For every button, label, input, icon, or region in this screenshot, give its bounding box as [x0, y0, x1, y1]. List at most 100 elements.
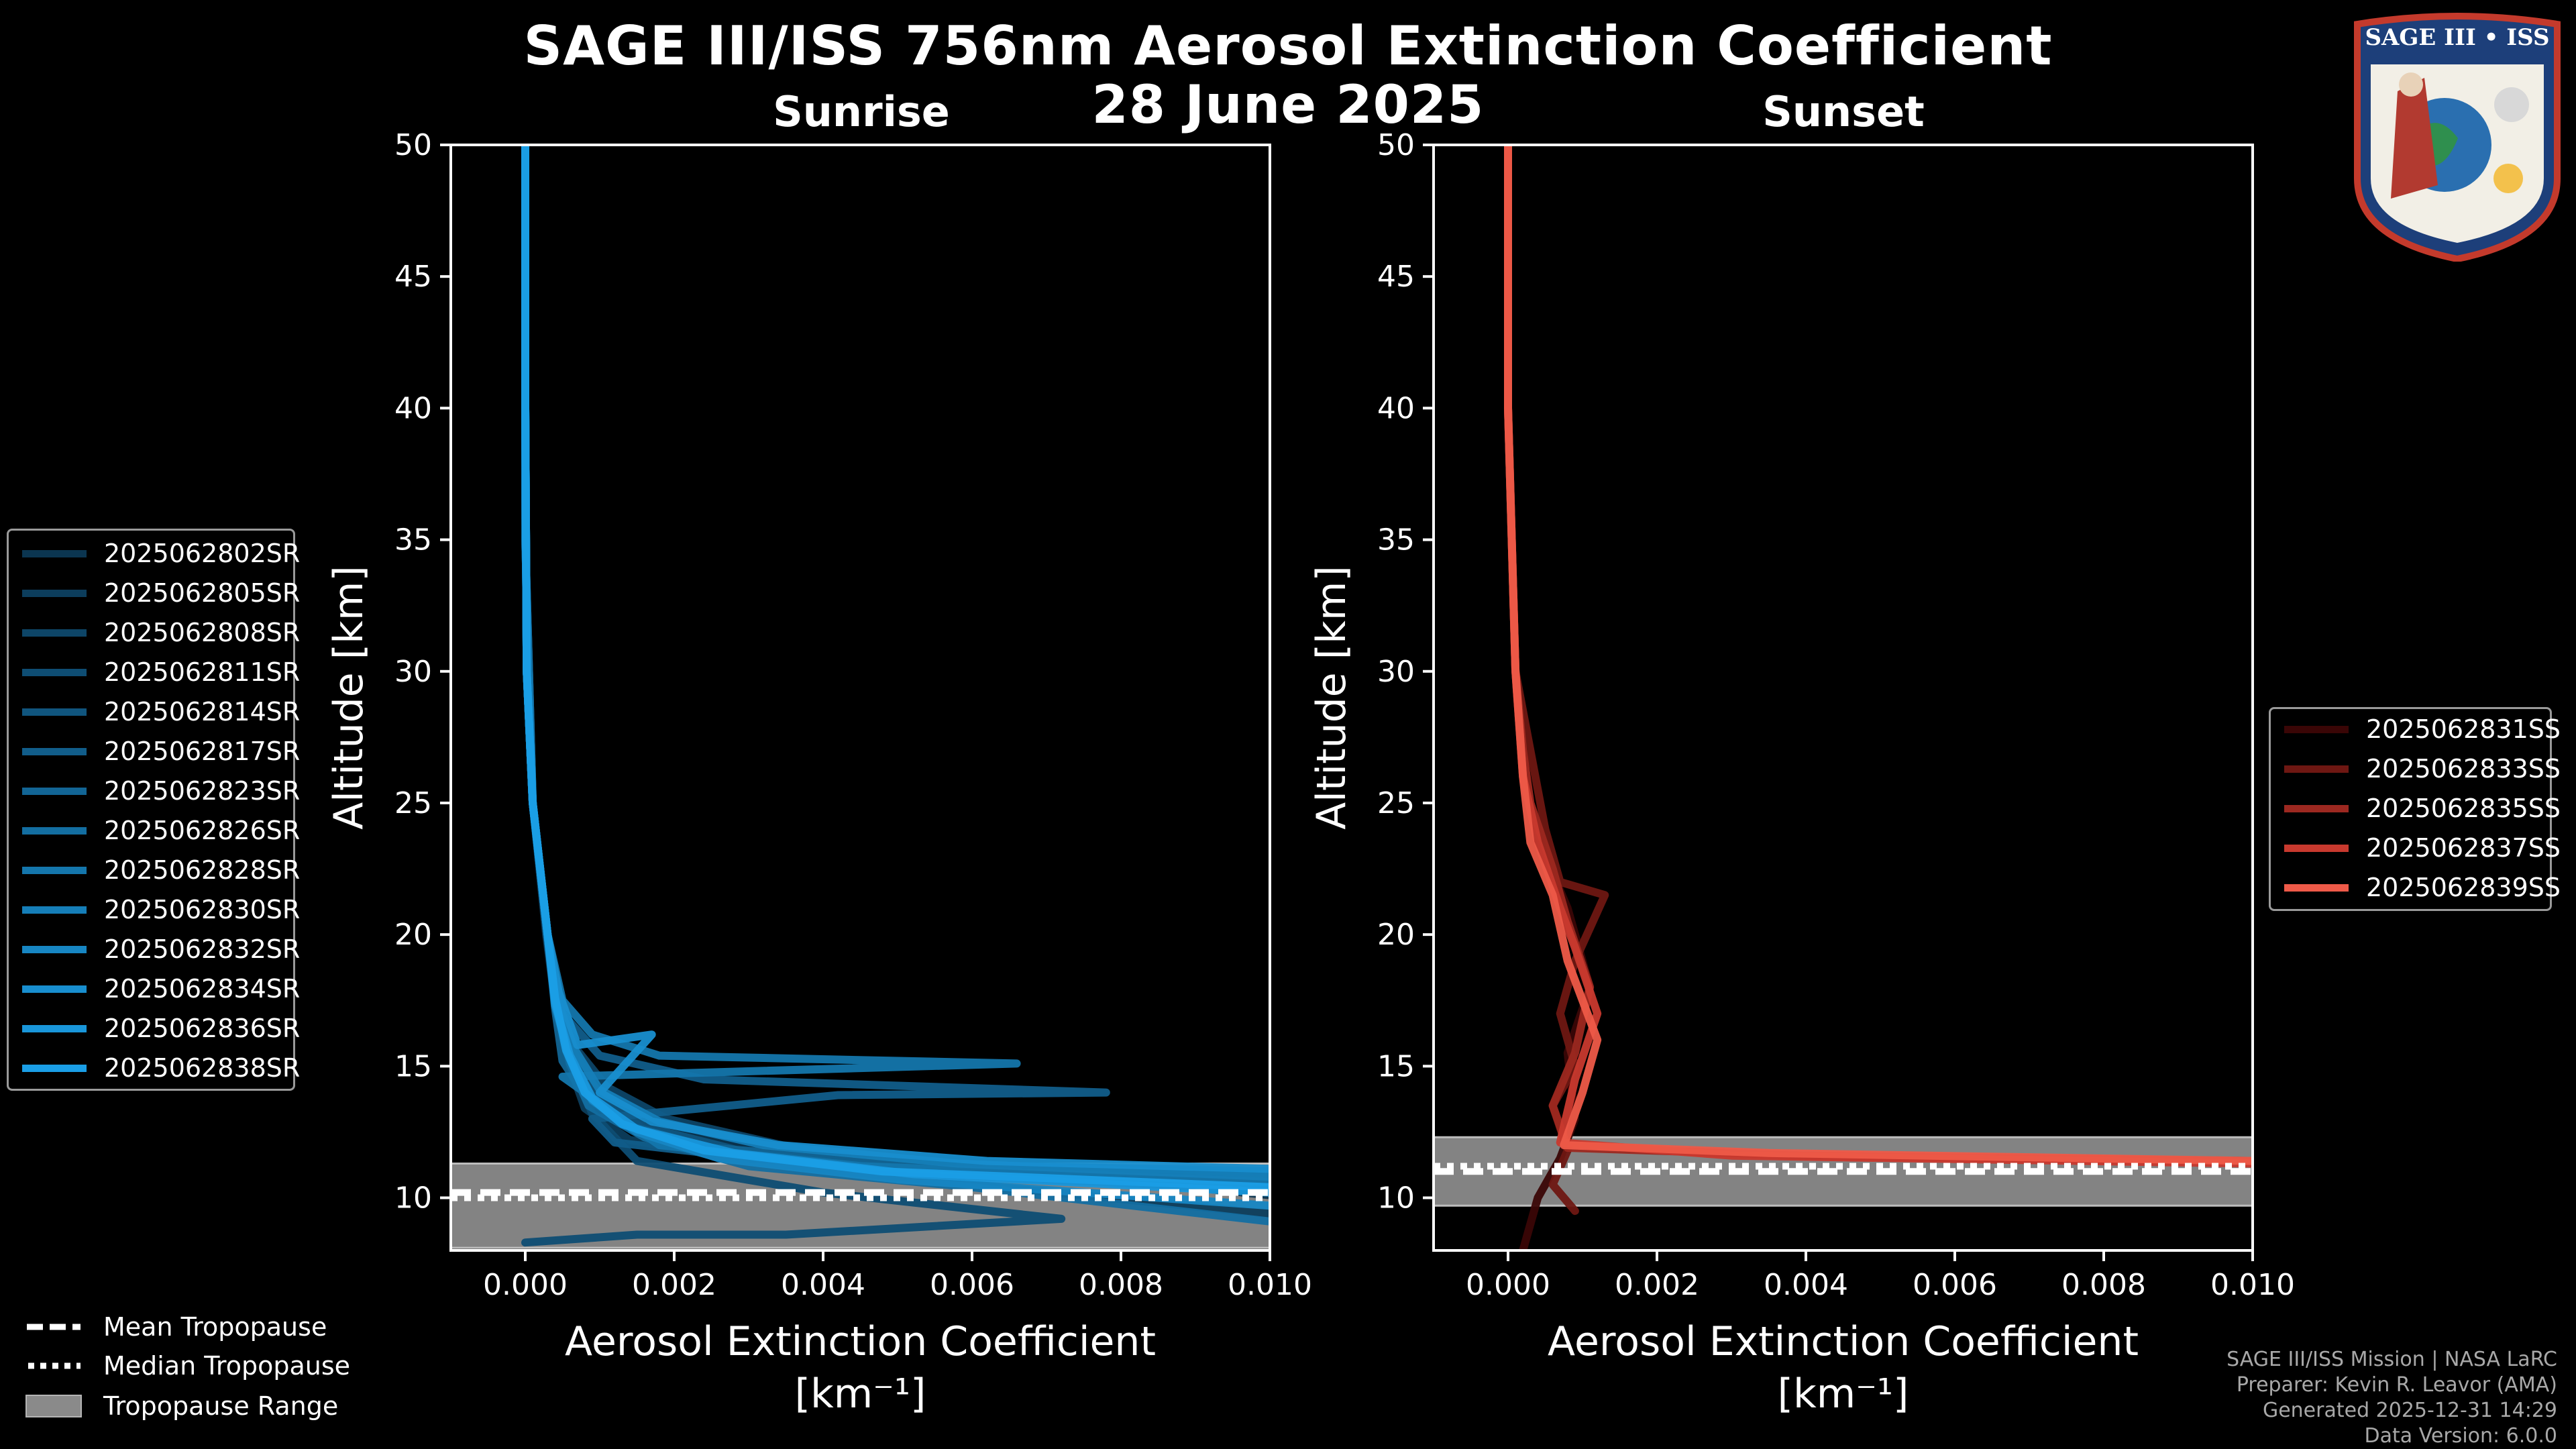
plot-area [1434, 145, 2253, 1250]
legend-swatch [22, 826, 87, 835]
x-axis-label: Aerosol Extinction Coefficient [1548, 1318, 2139, 1365]
legend-entry-2025062835SS: 2025062835SS [2284, 791, 2561, 826]
credit-version: Data Version: 6.0.0 [2364, 1424, 2557, 1448]
legend-entry-2025062832SR: 2025062832SR [22, 932, 300, 967]
legend-label: 2025062839SS [2366, 873, 2561, 902]
legend-label: 2025062832SR [104, 934, 301, 964]
legend-swatch [22, 985, 87, 993]
y-tick-label: 15 [394, 1049, 432, 1083]
y-tick-label: 50 [394, 128, 432, 162]
mission-badge-logo [2354, 13, 2561, 262]
x-axis-units: [km⁻¹] [1778, 1371, 1909, 1417]
sunset-plot: 10 15 20 25 30 35 40 45 50 0.000 0.002 0.004 0.006 0.… [1308, 128, 2295, 1417]
y-tick-label: 30 [394, 655, 432, 689]
y-axis-label: Altitude [km] [325, 566, 372, 830]
series-line-2025062837SS [1504, 145, 2253, 1168]
series-line-2025062834SR [521, 145, 1270, 1173]
legend-label: 2025062830SR [104, 895, 301, 924]
legend-label: 2025062838SR [104, 1053, 301, 1083]
y-tick-label: 35 [394, 523, 432, 557]
series-line-2025062838SR [521, 145, 1270, 1191]
legend-label: 2025062831SS [2366, 714, 2561, 744]
legend-swatch [22, 668, 87, 676]
y-tick-label: 45 [394, 260, 432, 294]
plot-area [451, 145, 1270, 1249]
y-tick-label: 50 [1377, 128, 1415, 162]
y-tick-label: 15 [1377, 1049, 1415, 1083]
legend-entry-2025062838SR: 2025062838SR [22, 1051, 300, 1085]
y-tick-label: 10 [1377, 1181, 1415, 1216]
legend-label: 2025062826SR [104, 816, 301, 845]
x-axis-label: Aerosol Extinction Coefficient [565, 1318, 1156, 1365]
x-tick-label: 0.002 [1615, 1268, 1699, 1302]
y-axis-label: Altitude [km] [1308, 566, 1355, 830]
legend-swatch [2284, 765, 2349, 773]
legend-swatch [2284, 844, 2349, 852]
y-tick-label: 20 [394, 918, 432, 952]
y-tick-label: 25 [394, 786, 432, 820]
x-tick-label: 0.010 [2210, 1268, 2295, 1302]
series-line-2025062823SR [521, 145, 1270, 1176]
credit-mission: SAGE III/ISS Mission | NASA LaRC [2226, 1348, 2557, 1371]
legend-label: 2025062802SR [104, 539, 301, 568]
y-tick-label: 30 [1377, 655, 1415, 689]
legend-swatch [22, 1064, 87, 1072]
legend-entry-2025062823SR: 2025062823SR [22, 773, 300, 808]
legend-entry-2025062805SR: 2025062805SR [22, 576, 300, 610]
y-tick-label: 20 [1377, 918, 1415, 952]
legend-swatch [22, 629, 87, 637]
legend-entry-2025062826SR: 2025062826SR [22, 813, 300, 848]
x-tick-label: 0.004 [781, 1268, 865, 1302]
figure-date: 28 June 2025 [1091, 75, 1485, 136]
x-tick-label: 0.006 [1913, 1268, 1997, 1302]
range-swatch [25, 1395, 82, 1417]
y-tick-label: 35 [1377, 523, 1415, 557]
legend-entry-2025062831SS: 2025062831SS [2284, 712, 2561, 747]
legend-swatch [22, 1024, 87, 1032]
x-tick-label: 0.004 [1764, 1268, 1848, 1302]
x-tick-label: 0.008 [2061, 1268, 2146, 1302]
legend-label: 2025062811SR [104, 657, 301, 687]
legend-swatch [22, 747, 87, 755]
legend-label: 2025062808SR [104, 618, 301, 647]
legend-label: 2025062834SR [104, 974, 301, 1004]
series-line-2025062828SR [521, 145, 1270, 1186]
sunrise-legend: 2025062802SR 2025062805SR 2025062808SR 2025… [7, 529, 300, 1091]
credit-generated: Generated 2025-12-31 14:29 [2262, 1399, 2557, 1422]
sunrise-plot: 10 15 20 25 30 35 40 45 50 0.000 0.002 0.004 0.006 0.… [325, 128, 1312, 1417]
sunset-subtitle: Sunset [1762, 87, 1925, 136]
legend-swatch [22, 945, 87, 953]
mean-dash-swatch [27, 1324, 80, 1330]
plot-frame [449, 144, 1271, 1252]
legend-entry-2025062808SR: 2025062808SR [22, 615, 300, 650]
series-line-2025062808SR [521, 145, 1270, 1186]
legend-entry-2025062814SR: 2025062814SR [22, 694, 300, 729]
median-tropopause-label: Median Tropopause [103, 1351, 350, 1381]
x-tick-label: 0.008 [1079, 1268, 1163, 1302]
legend-entry-2025062834SR: 2025062834SR [22, 971, 300, 1006]
legend-entry-2025062817SR: 2025062817SR [22, 734, 300, 769]
legend-entry-2025062836SR: 2025062836SR [22, 1011, 300, 1046]
series-line-2025062830SR [521, 145, 1270, 1181]
legend-entry-2025062833SS: 2025062833SS [2284, 751, 2561, 786]
credit-preparer: Preparer: Kevin R. Leavor (AMA) [2236, 1373, 2557, 1397]
y-tick-label: 25 [1377, 786, 1415, 820]
y-tick-label: 45 [1377, 260, 1415, 294]
legend-label: 2025062817SR [104, 737, 301, 766]
y-tick-label: 40 [1377, 391, 1415, 425]
median-dot-swatch [28, 1362, 80, 1369]
series-line-2025062835SS [1504, 145, 2253, 1165]
x-tick-label: 0.010 [1228, 1268, 1312, 1302]
legend-label: 2025062835SS [2366, 794, 2561, 823]
plot-frame [1432, 144, 2254, 1252]
legend-label: 2025062833SS [2366, 754, 2561, 784]
legend-label: 2025062814SR [104, 697, 301, 727]
legend-label: 2025062805SR [104, 578, 301, 608]
legend-swatch [22, 787, 87, 795]
tropopause-range-label: Tropopause Range [103, 1391, 339, 1421]
legend-entry-2025062830SR: 2025062830SR [22, 892, 300, 927]
sunrise-subtitle: Sunrise [773, 87, 950, 136]
mission-badge-text: SAGE III • ISS [2365, 24, 2550, 51]
legend-swatch [22, 589, 87, 597]
legend-entry-2025062811SR: 2025062811SR [22, 655, 300, 690]
